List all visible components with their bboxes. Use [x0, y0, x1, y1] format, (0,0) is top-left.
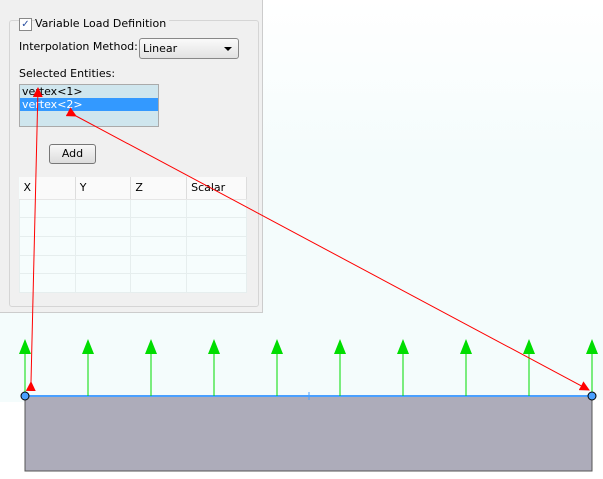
vertex-1[interactable] — [20, 391, 30, 401]
variable-load-checkbox[interactable]: ✓ — [19, 18, 32, 31]
interpolation-label: Interpolation Method: — [19, 40, 138, 53]
load-arrow-icon — [586, 339, 598, 396]
load-arrow-icon — [397, 339, 409, 396]
vertex-2[interactable] — [587, 391, 597, 401]
callout-arrow-vertex-2 — [65, 107, 590, 391]
part-body[interactable] — [24, 395, 593, 472]
load-arrow-icon — [145, 339, 157, 396]
load-arrow-icon — [460, 339, 472, 396]
interpolation-dropdown[interactable]: Linear — [139, 38, 239, 59]
callout-arrow-vertex-1 — [25, 87, 43, 392]
load-arrow-icon — [82, 339, 94, 396]
load-arrow-icon — [523, 339, 535, 396]
interpolation-value: Linear — [143, 42, 178, 55]
load-arrow-icon — [208, 339, 220, 396]
variable-load-label: Variable Load Definition — [35, 17, 170, 30]
selected-entities-label: Selected Entities: — [19, 67, 116, 80]
load-arrow-icon — [271, 339, 283, 396]
load-arrow-icon — [19, 339, 31, 396]
chevron-down-icon — [224, 47, 232, 51]
load-arrow-icon — [334, 339, 346, 396]
